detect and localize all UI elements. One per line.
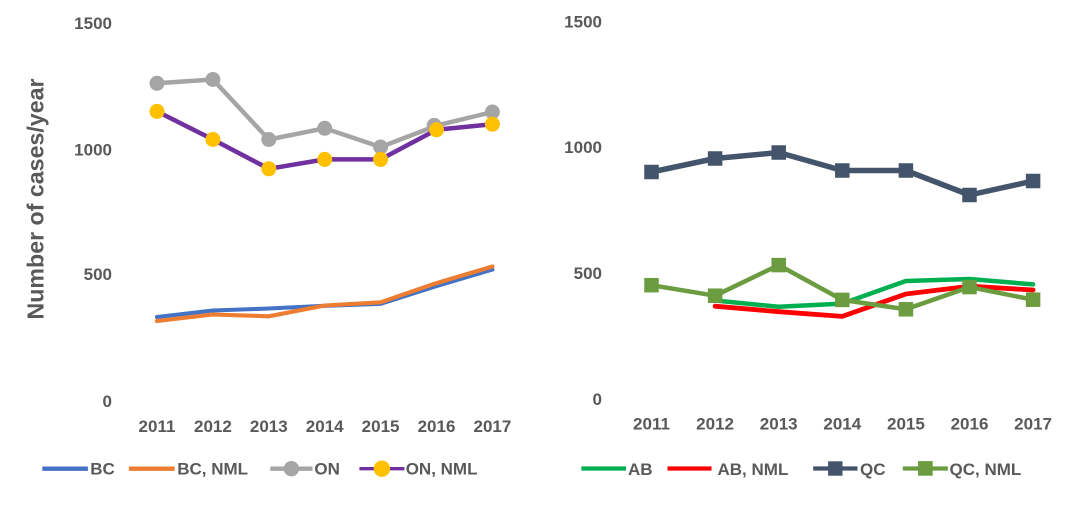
svg-text:2014: 2014 — [823, 414, 861, 433]
svg-text:ON, NML: ON, NML — [406, 460, 478, 479]
svg-text:2012: 2012 — [696, 414, 734, 433]
svg-text:2012: 2012 — [194, 417, 232, 436]
svg-text:0: 0 — [103, 392, 112, 411]
svg-text:500: 500 — [574, 264, 602, 283]
svg-text:2015: 2015 — [887, 414, 925, 433]
svg-text:Number of cases/year: Number of cases/year — [23, 78, 49, 319]
svg-text:2016: 2016 — [418, 417, 456, 436]
svg-text:AB, NML: AB, NML — [718, 460, 789, 479]
svg-text:AB: AB — [628, 460, 653, 479]
svg-text:BC: BC — [90, 460, 115, 479]
svg-text:2016: 2016 — [951, 414, 989, 433]
svg-text:1500: 1500 — [564, 13, 602, 32]
svg-text:2011: 2011 — [139, 417, 176, 436]
svg-text:2013: 2013 — [250, 417, 288, 436]
svg-text:2017: 2017 — [1014, 414, 1052, 433]
svg-text:BC, NML: BC, NML — [177, 460, 248, 479]
svg-text:2013: 2013 — [760, 414, 798, 433]
svg-text:ON: ON — [314, 460, 340, 479]
svg-text:QC: QC — [860, 460, 886, 479]
svg-text:0: 0 — [593, 390, 602, 409]
svg-text:1500: 1500 — [74, 14, 112, 33]
svg-text:1000: 1000 — [74, 140, 112, 159]
svg-text:1000: 1000 — [564, 138, 602, 157]
svg-text:2017: 2017 — [473, 417, 511, 436]
svg-text:QC, NML: QC, NML — [950, 460, 1022, 479]
svg-text:2015: 2015 — [362, 417, 400, 436]
svg-text:2014: 2014 — [306, 417, 344, 436]
svg-text:500: 500 — [84, 265, 112, 284]
svg-text:2011: 2011 — [633, 414, 670, 433]
